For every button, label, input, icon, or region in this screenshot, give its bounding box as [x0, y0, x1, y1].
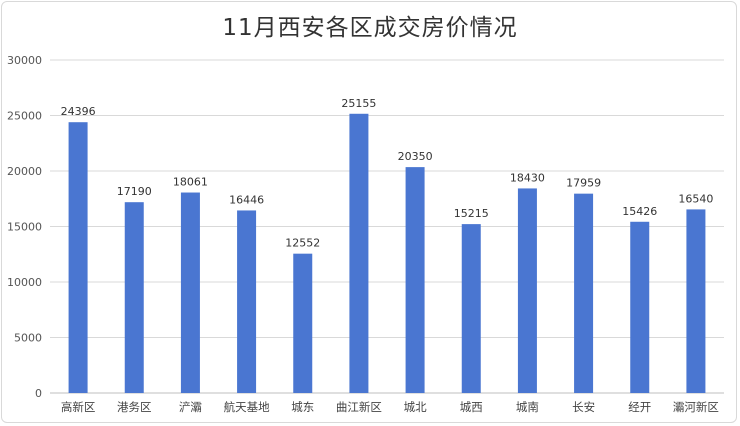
y-tick-label: 20000: [7, 165, 42, 178]
bar[interactable]: [124, 202, 144, 393]
bar[interactable]: [237, 210, 257, 393]
bar[interactable]: [686, 209, 706, 393]
x-tick-label: 经开: [628, 400, 651, 414]
y-tick-label: 25000: [7, 110, 42, 123]
y-tick-label: 0: [35, 387, 42, 400]
y-tick-label: 5000: [14, 332, 42, 345]
x-tick-label: 城南: [516, 400, 539, 414]
data-label: 15215: [454, 207, 489, 220]
x-tick-label: 城西: [460, 400, 483, 414]
data-label: 24396: [61, 105, 96, 118]
data-label: 20350: [398, 150, 433, 163]
data-label: 18430: [510, 171, 545, 184]
data-label: 25155: [341, 97, 376, 110]
chart-title: 11月西安各区成交房价情况: [222, 15, 518, 41]
bar[interactable]: [180, 192, 200, 393]
data-label: 16540: [678, 192, 713, 205]
bar[interactable]: [68, 122, 88, 393]
x-tick-label: 浐灞: [179, 400, 202, 414]
bar[interactable]: [293, 253, 313, 393]
x-tick-label: 曲江新区: [336, 400, 382, 414]
bar[interactable]: [517, 188, 537, 393]
bar[interactable]: [630, 221, 650, 393]
data-label: 12552: [285, 237, 320, 250]
data-label: 16446: [229, 193, 264, 206]
x-tick-label: 港务区: [117, 400, 152, 414]
y-tick-label: 15000: [7, 221, 42, 234]
bar[interactable]: [349, 113, 369, 393]
x-tick-label: 城东: [291, 400, 314, 414]
data-label: 17959: [566, 177, 601, 190]
bar[interactable]: [574, 193, 594, 393]
x-tick-label: 长安: [572, 400, 595, 414]
x-tick-label: 城北: [404, 400, 427, 414]
x-tick-label: 灞河新区: [673, 400, 719, 414]
bar[interactable]: [405, 167, 425, 393]
data-label: 17190: [117, 185, 152, 198]
data-label: 18061: [173, 176, 208, 189]
y-tick-label: 30000: [7, 54, 42, 67]
bar[interactable]: [461, 224, 481, 393]
y-tick-label: 10000: [7, 276, 42, 289]
data-label: 15426: [622, 205, 657, 218]
x-tick-label: 高新区: [61, 400, 96, 414]
x-tick-label: 航天基地: [224, 400, 270, 414]
